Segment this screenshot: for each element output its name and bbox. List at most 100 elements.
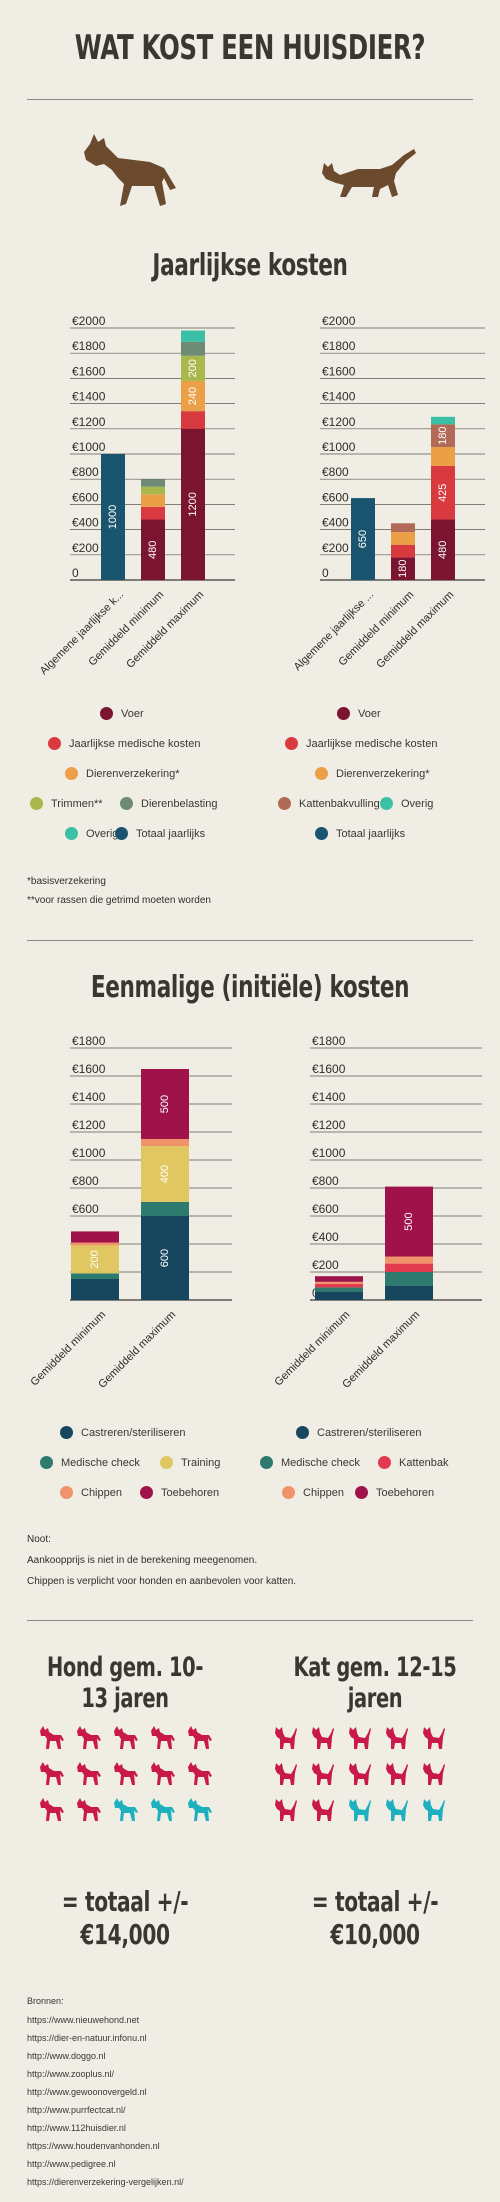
y-tick-label: €1000 xyxy=(322,440,356,454)
legend-item: Castreren/steriliseren xyxy=(60,1426,186,1439)
oneoff-title: Eenmalige (initiële) kosten xyxy=(90,970,410,1005)
legend-item: Medische check xyxy=(40,1456,140,1469)
legend-swatch xyxy=(315,827,328,840)
bar-segment xyxy=(315,1283,363,1288)
y-tick-label: €1000 xyxy=(312,1146,346,1160)
source-link[interactable]: http://www.gewoonovergeld.nl xyxy=(27,2087,147,2097)
bar-segment xyxy=(431,424,455,448)
y-tick-label: €800 xyxy=(72,465,99,479)
y-tick-label: €400 xyxy=(72,516,99,530)
bar-segment xyxy=(431,447,455,466)
legend-item: Overig xyxy=(380,797,433,810)
bar-segment xyxy=(391,523,415,533)
source-link[interactable]: http://www.zooplus.nl/ xyxy=(27,2069,115,2079)
legend-item: Kattenbakvulling xyxy=(278,797,380,810)
bar-segment xyxy=(141,479,165,487)
y-tick-label: €800 xyxy=(322,465,349,479)
source-link[interactable]: https://www.nieuwehond.net xyxy=(27,2015,140,2025)
legend-swatch xyxy=(65,827,78,840)
bar-segment xyxy=(315,1281,363,1284)
bar-segment xyxy=(431,416,455,425)
bar-segment xyxy=(71,1242,119,1246)
legend-swatch xyxy=(65,767,78,780)
divider xyxy=(27,1620,473,1621)
legend-label: Voer xyxy=(358,707,381,720)
cat-icon xyxy=(383,1797,409,1828)
bar-segment xyxy=(181,341,205,356)
legend-item: Voer xyxy=(337,707,381,720)
bar-segment xyxy=(391,544,415,558)
source-link[interactable]: http://www.pedigree.nl xyxy=(27,2159,116,2169)
bar-segment xyxy=(141,1069,189,1139)
source-link[interactable]: https://dierenverzekering-vergelijken.nl… xyxy=(27,2177,184,2187)
source-link[interactable]: http://www.purrfectcat.nl/ xyxy=(27,2105,126,2115)
cat-annual-chart: 0 €200 €400 €600 €800 €1000 €1200 €1400 €1600 €18… xyxy=(292,314,485,673)
legend-swatch xyxy=(115,827,128,840)
source-link[interactable]: https://dier-en-natuur.infonu.nl xyxy=(27,2033,147,2043)
y-tick-label: €1200 xyxy=(322,415,356,429)
y-tick-label: €800 xyxy=(72,1174,99,1188)
data-label: 200 xyxy=(89,1250,101,1268)
data-label: 240 xyxy=(187,387,199,405)
y-tick-label: €2000 xyxy=(322,314,356,328)
y-tick-label: €1400 xyxy=(72,390,106,404)
source-link[interactable]: http://www.112huisdier.nl xyxy=(27,2123,126,2133)
y-tick-label: €1000 xyxy=(72,1146,106,1160)
cat-icon xyxy=(272,1761,298,1792)
y-tick-label: €600 xyxy=(72,1202,99,1216)
y-tick-label: €400 xyxy=(312,1230,339,1244)
legend-swatch xyxy=(315,767,328,780)
legend-swatch xyxy=(60,1486,73,1499)
data-label: 600 xyxy=(159,1249,171,1267)
y-tick-label: €1600 xyxy=(72,364,106,378)
source-link[interactable]: https://www.houdenvanhonden.nl xyxy=(27,2141,160,2151)
y-tick-label: €1400 xyxy=(72,1090,106,1104)
bar-segment xyxy=(141,1146,189,1202)
legend-label: Overig xyxy=(401,797,434,810)
legend-item: Kattenbak xyxy=(378,1456,449,1469)
legend-label: Chippen xyxy=(81,1486,122,1499)
dog-total: = totaal +/- €14,000 xyxy=(61,1885,189,1951)
sources-heading: Bronnen: xyxy=(27,1996,64,2006)
bar-segment xyxy=(71,1245,119,1274)
dog-icon xyxy=(186,1797,214,1828)
data-label: 400 xyxy=(159,1165,171,1183)
legend-label: Castreren/steriliseren xyxy=(317,1426,422,1439)
legend-item: Dierenbelasting xyxy=(120,797,217,810)
y-tick-label: 0 xyxy=(322,566,329,580)
legend-label: Dierenbelasting xyxy=(141,797,218,810)
dog-icon xyxy=(38,1797,66,1828)
legend-item: Trimmen** xyxy=(30,797,103,810)
data-label: 1200 xyxy=(187,492,199,516)
legend-label: Overig xyxy=(86,827,119,840)
bar-segment xyxy=(431,465,455,520)
bar-segment xyxy=(141,1139,189,1146)
dog-icon xyxy=(149,1797,177,1828)
data-label: 425 xyxy=(437,484,449,502)
source-link[interactable]: http://www.doggo.nl xyxy=(27,2051,106,2061)
data-label: 200 xyxy=(187,359,199,377)
legend-item: Chippen xyxy=(282,1486,344,1499)
cat-icon xyxy=(272,1725,298,1756)
legend-item: Toebehoren xyxy=(355,1486,434,1499)
cat-icon xyxy=(309,1797,335,1828)
bar-segment xyxy=(141,506,165,520)
cat-icon xyxy=(420,1797,446,1828)
bar-segment xyxy=(315,1276,363,1282)
bar-segment xyxy=(385,1263,433,1272)
bar-segment xyxy=(385,1286,433,1300)
dog-icon xyxy=(149,1761,177,1792)
cat-icon xyxy=(383,1761,409,1792)
legend-swatch xyxy=(140,1486,153,1499)
dog-icon xyxy=(112,1797,140,1828)
legend-label: Jaarlijkse medische kosten xyxy=(306,737,438,750)
bar-segment xyxy=(315,1291,363,1300)
legend-swatch xyxy=(100,707,113,720)
bar-segment xyxy=(71,1273,119,1279)
note-heading: Noot: xyxy=(27,1534,51,1545)
legend-label: Kattenbakvulling xyxy=(299,797,380,810)
x-tick-label: Gemiddeld minimum xyxy=(28,1309,108,1389)
legend-label: Toebehoren xyxy=(161,1486,220,1499)
legend-label: Totaal jaarlijks xyxy=(336,827,406,840)
legend-swatch xyxy=(120,797,133,810)
